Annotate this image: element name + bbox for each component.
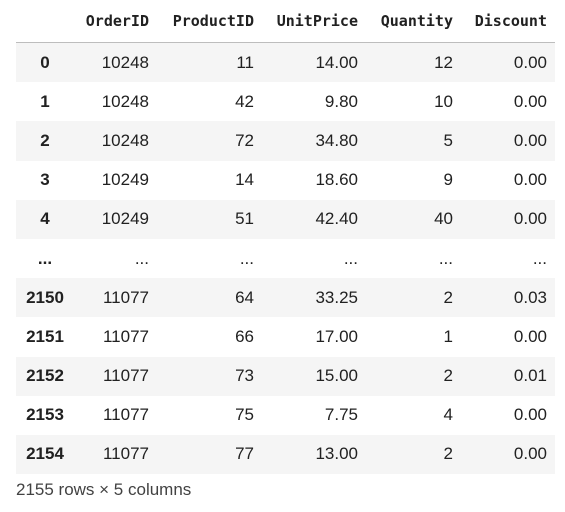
row-index: 2: [16, 121, 74, 161]
row-index: 4: [16, 199, 74, 239]
cell-orderid: 10249: [74, 199, 157, 239]
table-row: 2 10248 72 34.80 5 0.00: [16, 121, 555, 161]
table-row: 2152 11077 73 15.00 2 0.01: [16, 356, 555, 396]
cell-unitprice: 33.25: [262, 278, 366, 318]
cell-productid: 75: [157, 395, 262, 435]
cell-orderid: ...: [74, 238, 157, 279]
index-header: [16, 0, 74, 43]
cell-quantity: 5: [366, 121, 461, 161]
cell-unitprice: 42.40: [262, 199, 366, 239]
cell-orderid: 11077: [74, 395, 157, 435]
cell-quantity: 40: [366, 199, 461, 239]
cell-orderid: 10248: [74, 82, 157, 122]
row-index: 2151: [16, 317, 74, 357]
cell-productid: 64: [157, 278, 262, 318]
table-row: 0 10248 11 14.00 12 0.00: [16, 42, 555, 83]
cell-productid: 72: [157, 121, 262, 161]
row-index: 2153: [16, 395, 74, 435]
header-row: OrderID ProductID UnitPrice Quantity Dis…: [16, 0, 555, 43]
cell-quantity: 2: [366, 278, 461, 318]
table-row: 2151 11077 66 17.00 1 0.00: [16, 317, 555, 357]
cell-productid: 77: [157, 434, 262, 475]
cell-unitprice: 9.80: [262, 82, 366, 122]
column-header-orderid: OrderID: [74, 0, 157, 43]
cell-unitprice: 18.60: [262, 160, 366, 200]
table-summary: 2155 rows × 5 columns: [16, 480, 192, 499]
cell-productid: 51: [157, 199, 262, 239]
row-index: 2154: [16, 434, 74, 475]
cell-quantity: 1: [366, 317, 461, 357]
table-row: ..................: [16, 238, 555, 279]
cell-orderid: 11077: [74, 434, 157, 475]
table-body: 0 10248 11 14.00 12 0.00 1 10248 42 9.80 10 0.00 2 10…: [16, 42, 555, 475]
row-index: 1: [16, 82, 74, 122]
cell-unitprice: 34.80: [262, 121, 366, 161]
cell-quantity: 10: [366, 82, 461, 122]
cell-unitprice: 13.00: [262, 434, 366, 475]
cell-unitprice: ...: [262, 238, 366, 279]
cell-unitprice: 7.75: [262, 395, 366, 435]
column-header-quantity: Quantity: [366, 0, 461, 43]
cell-discount: 0.00: [461, 121, 555, 161]
cell-discount: 0.00: [461, 160, 555, 200]
cell-orderid: 11077: [74, 317, 157, 357]
cell-productid: 66: [157, 317, 262, 357]
cell-discount: 0.00: [461, 317, 555, 357]
cell-productid: 11: [157, 42, 262, 83]
cell-discount: 0.01: [461, 356, 555, 396]
column-header-productid: ProductID: [157, 0, 262, 43]
cell-quantity: 4: [366, 395, 461, 435]
cell-productid: 14: [157, 160, 262, 200]
cell-quantity: 12: [366, 42, 461, 83]
cell-quantity: 9: [366, 160, 461, 200]
cell-unitprice: 17.00: [262, 317, 366, 357]
cell-unitprice: 15.00: [262, 356, 366, 396]
cell-discount: 0.00: [461, 434, 555, 475]
table-header: OrderID ProductID UnitPrice Quantity Dis…: [16, 0, 555, 43]
row-index: 3: [16, 160, 74, 200]
column-header-unitprice: UnitPrice: [262, 0, 366, 43]
cell-unitprice: 14.00: [262, 42, 366, 83]
cell-orderid: 10248: [74, 42, 157, 83]
cell-quantity: ...: [366, 238, 461, 279]
cell-orderid: 11077: [74, 278, 157, 318]
dataframe-table: OrderID ProductID UnitPrice Quantity Dis…: [16, 0, 555, 475]
table-row: 2150 11077 64 33.25 2 0.03: [16, 278, 555, 318]
cell-quantity: 2: [366, 356, 461, 396]
cell-discount: 0.00: [461, 395, 555, 435]
cell-discount: 0.03: [461, 278, 555, 318]
cell-discount: 0.00: [461, 199, 555, 239]
cell-discount: 0.00: [461, 42, 555, 83]
row-index: ...: [16, 238, 74, 279]
cell-orderid: 10249: [74, 160, 157, 200]
cell-orderid: 10248: [74, 121, 157, 161]
cell-productid: 42: [157, 82, 262, 122]
cell-discount: 0.00: [461, 82, 555, 122]
table-row: 1 10248 42 9.80 10 0.00: [16, 82, 555, 122]
table-row: 2154 11077 77 13.00 2 0.00: [16, 434, 555, 475]
table-row: 3 10249 14 18.60 9 0.00: [16, 160, 555, 200]
cell-productid: ...: [157, 238, 262, 279]
column-header-discount: Discount: [461, 0, 555, 43]
row-index: 2150: [16, 278, 74, 318]
cell-quantity: 2: [366, 434, 461, 475]
table-row: 2153 11077 75 7.75 4 0.00: [16, 395, 555, 435]
table-row: 4 10249 51 42.40 40 0.00: [16, 199, 555, 239]
row-index: 0: [16, 42, 74, 83]
dataframe-output: OrderID ProductID UnitPrice Quantity Dis…: [16, 0, 555, 475]
cell-orderid: 11077: [74, 356, 157, 396]
cell-discount: ...: [461, 238, 555, 279]
cell-productid: 73: [157, 356, 262, 396]
row-index: 2152: [16, 356, 74, 396]
